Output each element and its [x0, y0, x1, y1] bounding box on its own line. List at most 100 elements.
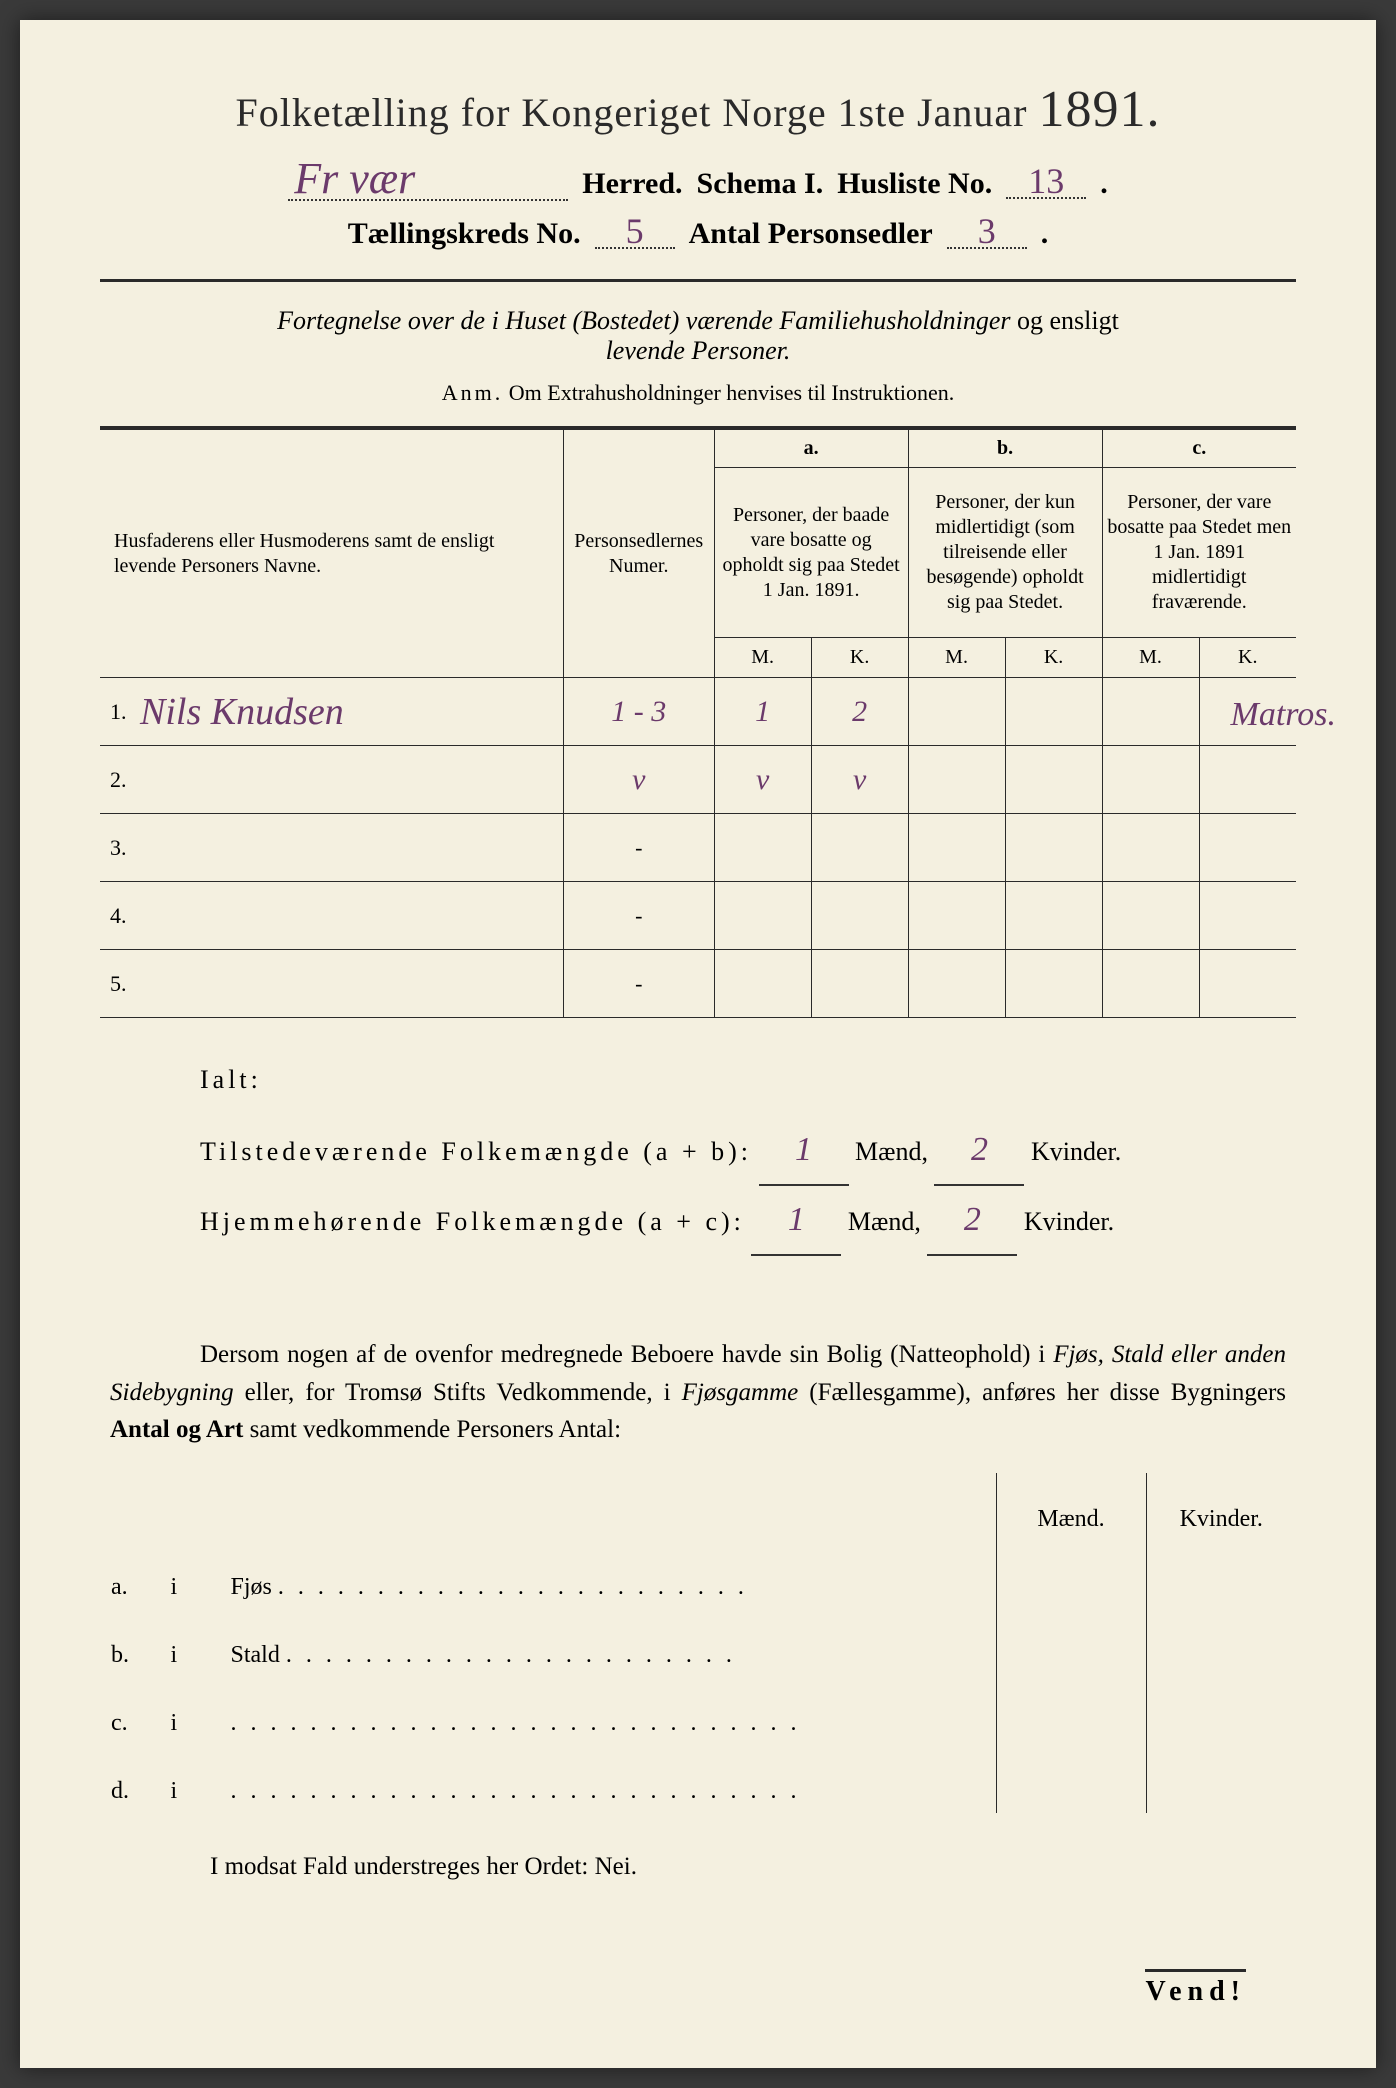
totals-block: Ialt: Tilstedeværende Folkemængde (a + b…: [100, 1054, 1296, 1256]
header-row-2: Fr vær Herred. Schema I. Husliste No. 13…: [100, 159, 1296, 201]
antal-label: Antal Personsedler: [689, 217, 933, 251]
totals-l2-m: 1: [788, 1201, 805, 1238]
row-num: 3.: [110, 835, 140, 861]
lower-row: c. i . . . . . . . . . . . . . . . . . .…: [101, 1677, 1297, 1745]
herred-label: Herred.: [582, 167, 682, 201]
cell-b-k: [1005, 814, 1102, 882]
census-form-page: Folketælling for Kongeriget Norge 1ste J…: [20, 20, 1376, 2068]
cell-num: -: [563, 814, 714, 882]
row-num: 5.: [110, 971, 140, 997]
th-a-k: K.: [811, 638, 908, 678]
cell-name: 4.: [100, 882, 563, 950]
row-num: 4.: [110, 903, 140, 929]
lower-m: [996, 1745, 1146, 1813]
th-num: Personsedlernes Numer.: [563, 428, 714, 678]
herred-value: Fr vær: [288, 159, 568, 201]
th-b-m: M.: [908, 638, 1005, 678]
th-c-m: M.: [1102, 638, 1199, 678]
totals-l1-label: Tilstedeværende Folkemængde (a + b):: [200, 1137, 752, 1166]
title-prefix: Folketælling for Kongeriget Norge 1ste J…: [236, 90, 1028, 135]
anm-note: Anm. Om Extrahusholdninger henvises til …: [100, 380, 1296, 406]
lower-k: [1146, 1745, 1296, 1813]
cell-c-m: [1102, 814, 1199, 882]
lower-row: a. i Fjøs . . . . . . . . . . . . . . . …: [101, 1541, 1297, 1609]
cell-b-m: [908, 882, 1005, 950]
row-num: 2.: [110, 767, 140, 793]
lower-i: i: [161, 1541, 221, 1609]
cell-c-m: [1102, 882, 1199, 950]
maend-label: Mænd,: [848, 1207, 921, 1236]
th-b-k: K.: [1005, 638, 1102, 678]
lower-m: [996, 1541, 1146, 1609]
main-table: Husfaderens eller Husmoderens samt de en…: [100, 426, 1296, 1018]
cell-b-k: [1005, 950, 1102, 1018]
lower-name: . . . . . . . . . . . . . . . . . . . . …: [221, 1745, 997, 1813]
cell-b-m: [908, 746, 1005, 814]
cell-name: 3.: [100, 814, 563, 882]
th-name-text: Husfaderens eller Husmoderens samt de en…: [114, 530, 494, 577]
cell-a-k: 2: [811, 678, 908, 746]
cell-name: 2.: [100, 746, 563, 814]
anm-label: Anm.: [442, 380, 504, 405]
lower-name: Stald . . . . . . . . . . . . . . . . . …: [221, 1609, 997, 1677]
instruction-paragraph: Dersom nogen af de ovenfor medregnede Be…: [100, 1336, 1296, 1449]
cell-c-m: [1102, 746, 1199, 814]
husliste-value: 13: [1006, 165, 1086, 199]
divider: [100, 279, 1296, 282]
page-title: Folketælling for Kongeriget Norge 1ste J…: [100, 80, 1296, 139]
subtitle: Fortegnelse over de i Huset (Bostedet) v…: [100, 306, 1296, 366]
lower-i: i: [161, 1745, 221, 1813]
th-name: Husfaderens eller Husmoderens samt de en…: [100, 428, 563, 678]
header-row-3: Tællingskreds No. 5 Antal Personsedler 3…: [100, 215, 1296, 251]
cell-c-k: [1199, 746, 1296, 814]
cell-a-m: [714, 814, 811, 882]
kvinder-label: Kvinder.: [1031, 1137, 1121, 1166]
th-b: Personer, der kun midlertidigt (som tilr…: [908, 468, 1102, 638]
th-c-letter: c.: [1102, 428, 1296, 468]
cell-a-k: v: [811, 746, 908, 814]
cell-b-k: [1005, 882, 1102, 950]
th-b-letter: b.: [908, 428, 1102, 468]
subtitle-2: levende Personer.: [606, 336, 791, 365]
nei-line: I modsat Fald understreges her Ordet: Ne…: [100, 1853, 1296, 1881]
totals-line-1: Tilstedeværende Folkemængde (a + b): 1 M…: [200, 1116, 1296, 1186]
lower-m: [996, 1609, 1146, 1677]
totals-l1-m: 1: [795, 1131, 812, 1168]
lower-lab: b.: [101, 1609, 161, 1677]
kreds-value: 5: [595, 215, 675, 249]
lower-i: i: [161, 1609, 221, 1677]
subtitle-1a: Fortegnelse over de i Huset (Bostedet) v…: [277, 306, 1010, 335]
table-row: 5. -: [100, 950, 1296, 1018]
lower-name: . . . . . . . . . . . . . . . . . . . . …: [221, 1677, 997, 1745]
lower-m: [996, 1677, 1146, 1745]
subtitle-1b: og ensligt: [1017, 306, 1119, 335]
ialt-label: Ialt:: [200, 1054, 1296, 1106]
lower-table: Mænd. Kvinder. a. i Fjøs . . . . . . . .…: [100, 1473, 1296, 1813]
lower-maend: Mænd.: [996, 1473, 1146, 1541]
cell-name: 5.: [100, 950, 563, 1018]
totals-l1-k: 2: [971, 1131, 988, 1168]
cell-a-k: [811, 814, 908, 882]
lower-kvinder: Kvinder.: [1146, 1473, 1296, 1541]
th-a-letter: a.: [714, 428, 908, 468]
row-name: Nils Knudsen: [140, 690, 344, 734]
cell-num: v: [563, 746, 714, 814]
cell-a-m: 1: [714, 678, 811, 746]
cell-b-m: [908, 678, 1005, 746]
lower-k: [1146, 1541, 1296, 1609]
cell-num: -: [563, 882, 714, 950]
cell-a-m: v: [714, 746, 811, 814]
table-row: 3. -: [100, 814, 1296, 882]
cell-b-k: [1005, 746, 1102, 814]
th-c-k: K.: [1199, 638, 1296, 678]
table-row: 2. v v v: [100, 746, 1296, 814]
husliste-label: Husliste No.: [837, 167, 992, 201]
cell-num: -: [563, 950, 714, 1018]
cell-c-m: [1102, 678, 1199, 746]
lower-row: b. i Stald . . . . . . . . . . . . . . .…: [101, 1609, 1297, 1677]
table-row: 1. Nils Knudsen 1 - 3 1 2: [100, 678, 1296, 746]
kreds-label: Tællingskreds No.: [348, 217, 581, 251]
lower-lab: a.: [101, 1541, 161, 1609]
maend-label: Mænd,: [855, 1137, 928, 1166]
totals-l2-k: 2: [964, 1201, 981, 1238]
